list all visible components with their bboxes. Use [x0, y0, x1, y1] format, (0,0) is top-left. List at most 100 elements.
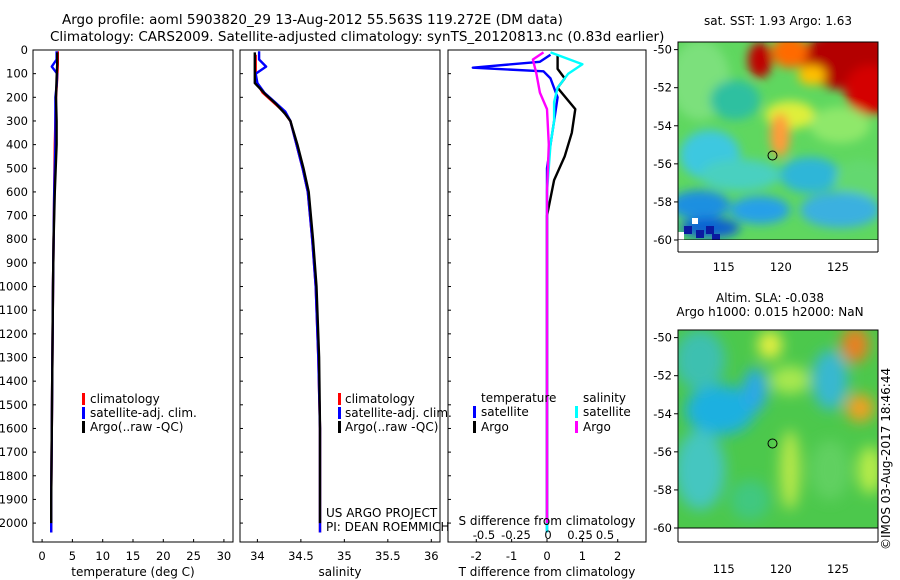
x-tick-label: 30 — [217, 549, 232, 563]
x-tick-label: -2 — [471, 549, 482, 563]
lon-tick-label: 115 — [713, 260, 735, 274]
legend-swatch-satellite — [338, 407, 341, 419]
lat-tick-label: -50 — [653, 43, 672, 57]
legend-label-s-argo: Argo — [583, 420, 611, 434]
depth-tick-label: 400 — [6, 138, 28, 152]
depth-tick-label: 700 — [6, 209, 28, 223]
depth-tick-label: 1400 — [0, 374, 28, 388]
lat-tick-label: -52 — [653, 369, 672, 383]
series-line-climatology — [254, 54, 322, 533]
x-tick-label: 20 — [156, 549, 171, 563]
lon-tick-label: 120 — [770, 260, 792, 274]
sst-map — [678, 42, 878, 240]
difference-xlabel-top: S difference from climatology — [459, 514, 636, 528]
lat-tick-label: -54 — [653, 407, 672, 421]
lon-tick-label: 115 — [713, 562, 735, 576]
x-tick-label: 5 — [69, 549, 76, 563]
argo-position-marker — [767, 438, 778, 449]
depth-tick-label: 1700 — [0, 445, 28, 459]
x-tick-label: 36 — [424, 549, 439, 563]
difference-legend: temperature salinity satellite Argo sate… — [473, 391, 631, 434]
legend-swatch-argo — [338, 421, 341, 433]
s-tick-label: -0.25 — [501, 528, 531, 542]
x-tick-label: 0 — [38, 549, 45, 563]
lat-tick-label: -60 — [653, 521, 672, 535]
depth-tick-label: 1900 — [0, 492, 28, 506]
legend-title-temperature: temperature — [481, 391, 556, 405]
temperature-series — [50, 51, 59, 533]
sla-map — [678, 330, 878, 528]
imos-credit: ©IMOS 03-Aug-2017 18:46:44 — [879, 368, 893, 550]
sla-map-title-line-2: Argo h1000: 0.015 h2000: NaN — [676, 305, 863, 319]
legend-label-satellite: satellite-adj. clim. — [90, 406, 197, 420]
salinity-x-ticks: 34 34.5 35 35.5 36 — [250, 539, 439, 563]
legend-label-s-satellite: satellite — [583, 405, 631, 419]
s-tick-label: 0 — [544, 528, 551, 542]
depth-tick-label: 1000 — [0, 280, 28, 294]
depth-tick-label: 900 — [6, 256, 28, 270]
s-tick-label: -0.5 — [473, 528, 495, 542]
depth-tick-label: 800 — [6, 232, 28, 246]
depth-axis: 0 100 200 300 400 500 600 700 800 900 1000 1100 1200… — [0, 43, 451, 530]
difference-series — [471, 51, 584, 533]
x-tick-label: 25 — [186, 549, 201, 563]
legend-swatch-t-satellite — [473, 406, 476, 418]
x-tick-label: 35.5 — [375, 549, 401, 563]
x-tick-label: 1 — [579, 549, 586, 563]
salinity-legend: climatology satellite-adj. clim. Argo(..… — [326, 392, 452, 534]
lat-tick-label: -52 — [653, 81, 672, 95]
legend-swatch-s-argo — [575, 421, 578, 433]
project-annotation-line-1: US ARGO PROJECT — [326, 506, 438, 520]
sla-map-title-line-1: Altim. SLA: -0.038 — [716, 291, 824, 305]
x-tick-label: 34 — [250, 549, 265, 563]
x-tick-label: 35 — [337, 549, 352, 563]
depth-tick-label: 1300 — [0, 351, 28, 365]
legend-swatch-t-argo — [473, 421, 476, 433]
legend-label-t-satellite: satellite — [481, 405, 529, 419]
legend-label-climatology: climatology — [345, 392, 415, 406]
x-tick-label: 15 — [126, 549, 141, 563]
legend-swatch-climatology — [82, 393, 85, 405]
legend-title-salinity: salinity — [583, 391, 626, 405]
difference-x-ticks: -2 -1 0 1 2 — [471, 539, 621, 563]
depth-tick-label: 1500 — [0, 398, 28, 412]
depth-tick-label: 1600 — [0, 421, 28, 435]
temperature-x-ticks: 0 5 10 15 20 25 30 — [38, 539, 231, 563]
legend-label-argo: Argo(..raw -QC) — [90, 420, 183, 434]
difference-xlabel: T difference from climatology — [458, 565, 636, 579]
title-line-1: Argo profile: aoml 5903820_29 13-Aug-201… — [62, 12, 563, 28]
x-tick-label: 10 — [95, 549, 110, 563]
depth-tick-label: 1100 — [0, 303, 28, 317]
depth-tick-label: 1200 — [0, 327, 28, 341]
sla-map-frame — [677, 329, 879, 529]
legend-swatch-climatology — [338, 393, 341, 405]
lon-tick-label: 125 — [827, 562, 849, 576]
depth-tick-label: 600 — [6, 185, 28, 199]
series-line-argo-raw-qc- — [253, 52, 322, 524]
series-line-argo-raw-qc- — [50, 52, 59, 524]
sla-map-lon-ticks: 115 120 125 — [713, 562, 849, 576]
temperature-xlabel: temperature (deg C) — [71, 565, 194, 579]
project-annotation-line-2: PI: DEAN ROEMMICH — [326, 520, 449, 534]
lon-tick-label: 120 — [770, 562, 792, 576]
depth-tick-label: 0 — [21, 43, 28, 57]
lat-tick-label: -58 — [653, 483, 672, 497]
depth-tick-label: 100 — [6, 67, 28, 81]
legend-swatch-argo — [82, 421, 85, 433]
x-tick-label: -1 — [506, 549, 517, 563]
series-line-t-argo — [545, 54, 577, 524]
sla-map-lat-ticks: -50 -52 -54 -56 -58 -60 — [653, 331, 678, 535]
lat-tick-label: -60 — [653, 233, 672, 247]
legend-label-satellite: satellite-adj. clim. — [345, 406, 452, 420]
temperature-legend: climatology satellite-adj. clim. Argo(..… — [82, 392, 197, 434]
depth-tick-label: 2000 — [0, 516, 28, 530]
temperature-panel-frame — [32, 49, 234, 543]
title-line-2: Climatology: CARS2009. Satellite-adjuste… — [50, 29, 665, 45]
depth-tick-label: 300 — [6, 114, 28, 128]
series-line-t-satellite — [471, 53, 559, 533]
sst-map-lat-ticks: -50 -52 -54 -56 -58 -60 — [653, 43, 678, 247]
lat-tick-label: -54 — [653, 119, 672, 133]
sst-map-blank-strip — [678, 240, 878, 252]
legend-label-t-argo: Argo — [481, 420, 509, 434]
